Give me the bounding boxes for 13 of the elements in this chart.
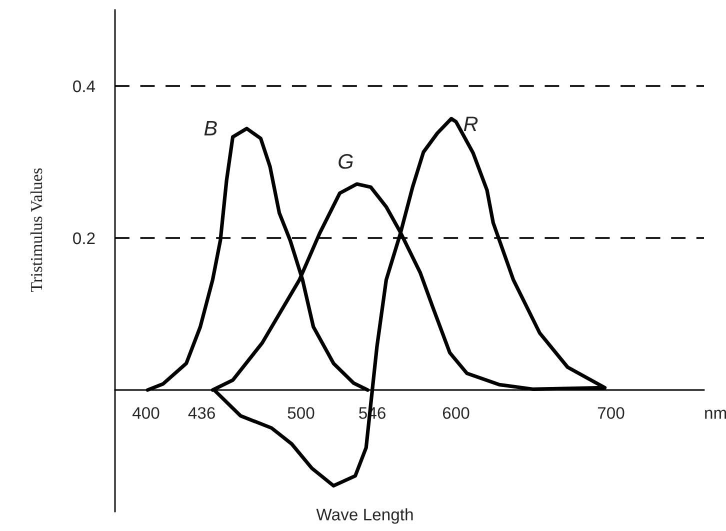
series-label: R [464,116,478,132]
x-axis-title: Wave Length [316,508,413,524]
x-tick-label: 400 [132,407,160,419]
series-label: G [338,154,353,169]
x-tick-label: 436 [188,407,215,419]
x-tick-label: 500 [288,407,314,419]
y-tick-label: 0.4 [73,80,96,92]
x-tick-label: 600 [442,407,470,419]
text: nm [705,410,726,419]
y-axis-title: Tristimulus Values [30,168,42,292]
y-tick-label: 0.2 [73,232,95,244]
series-label: B [204,121,217,136]
x-tick-label: 700 [598,407,624,419]
